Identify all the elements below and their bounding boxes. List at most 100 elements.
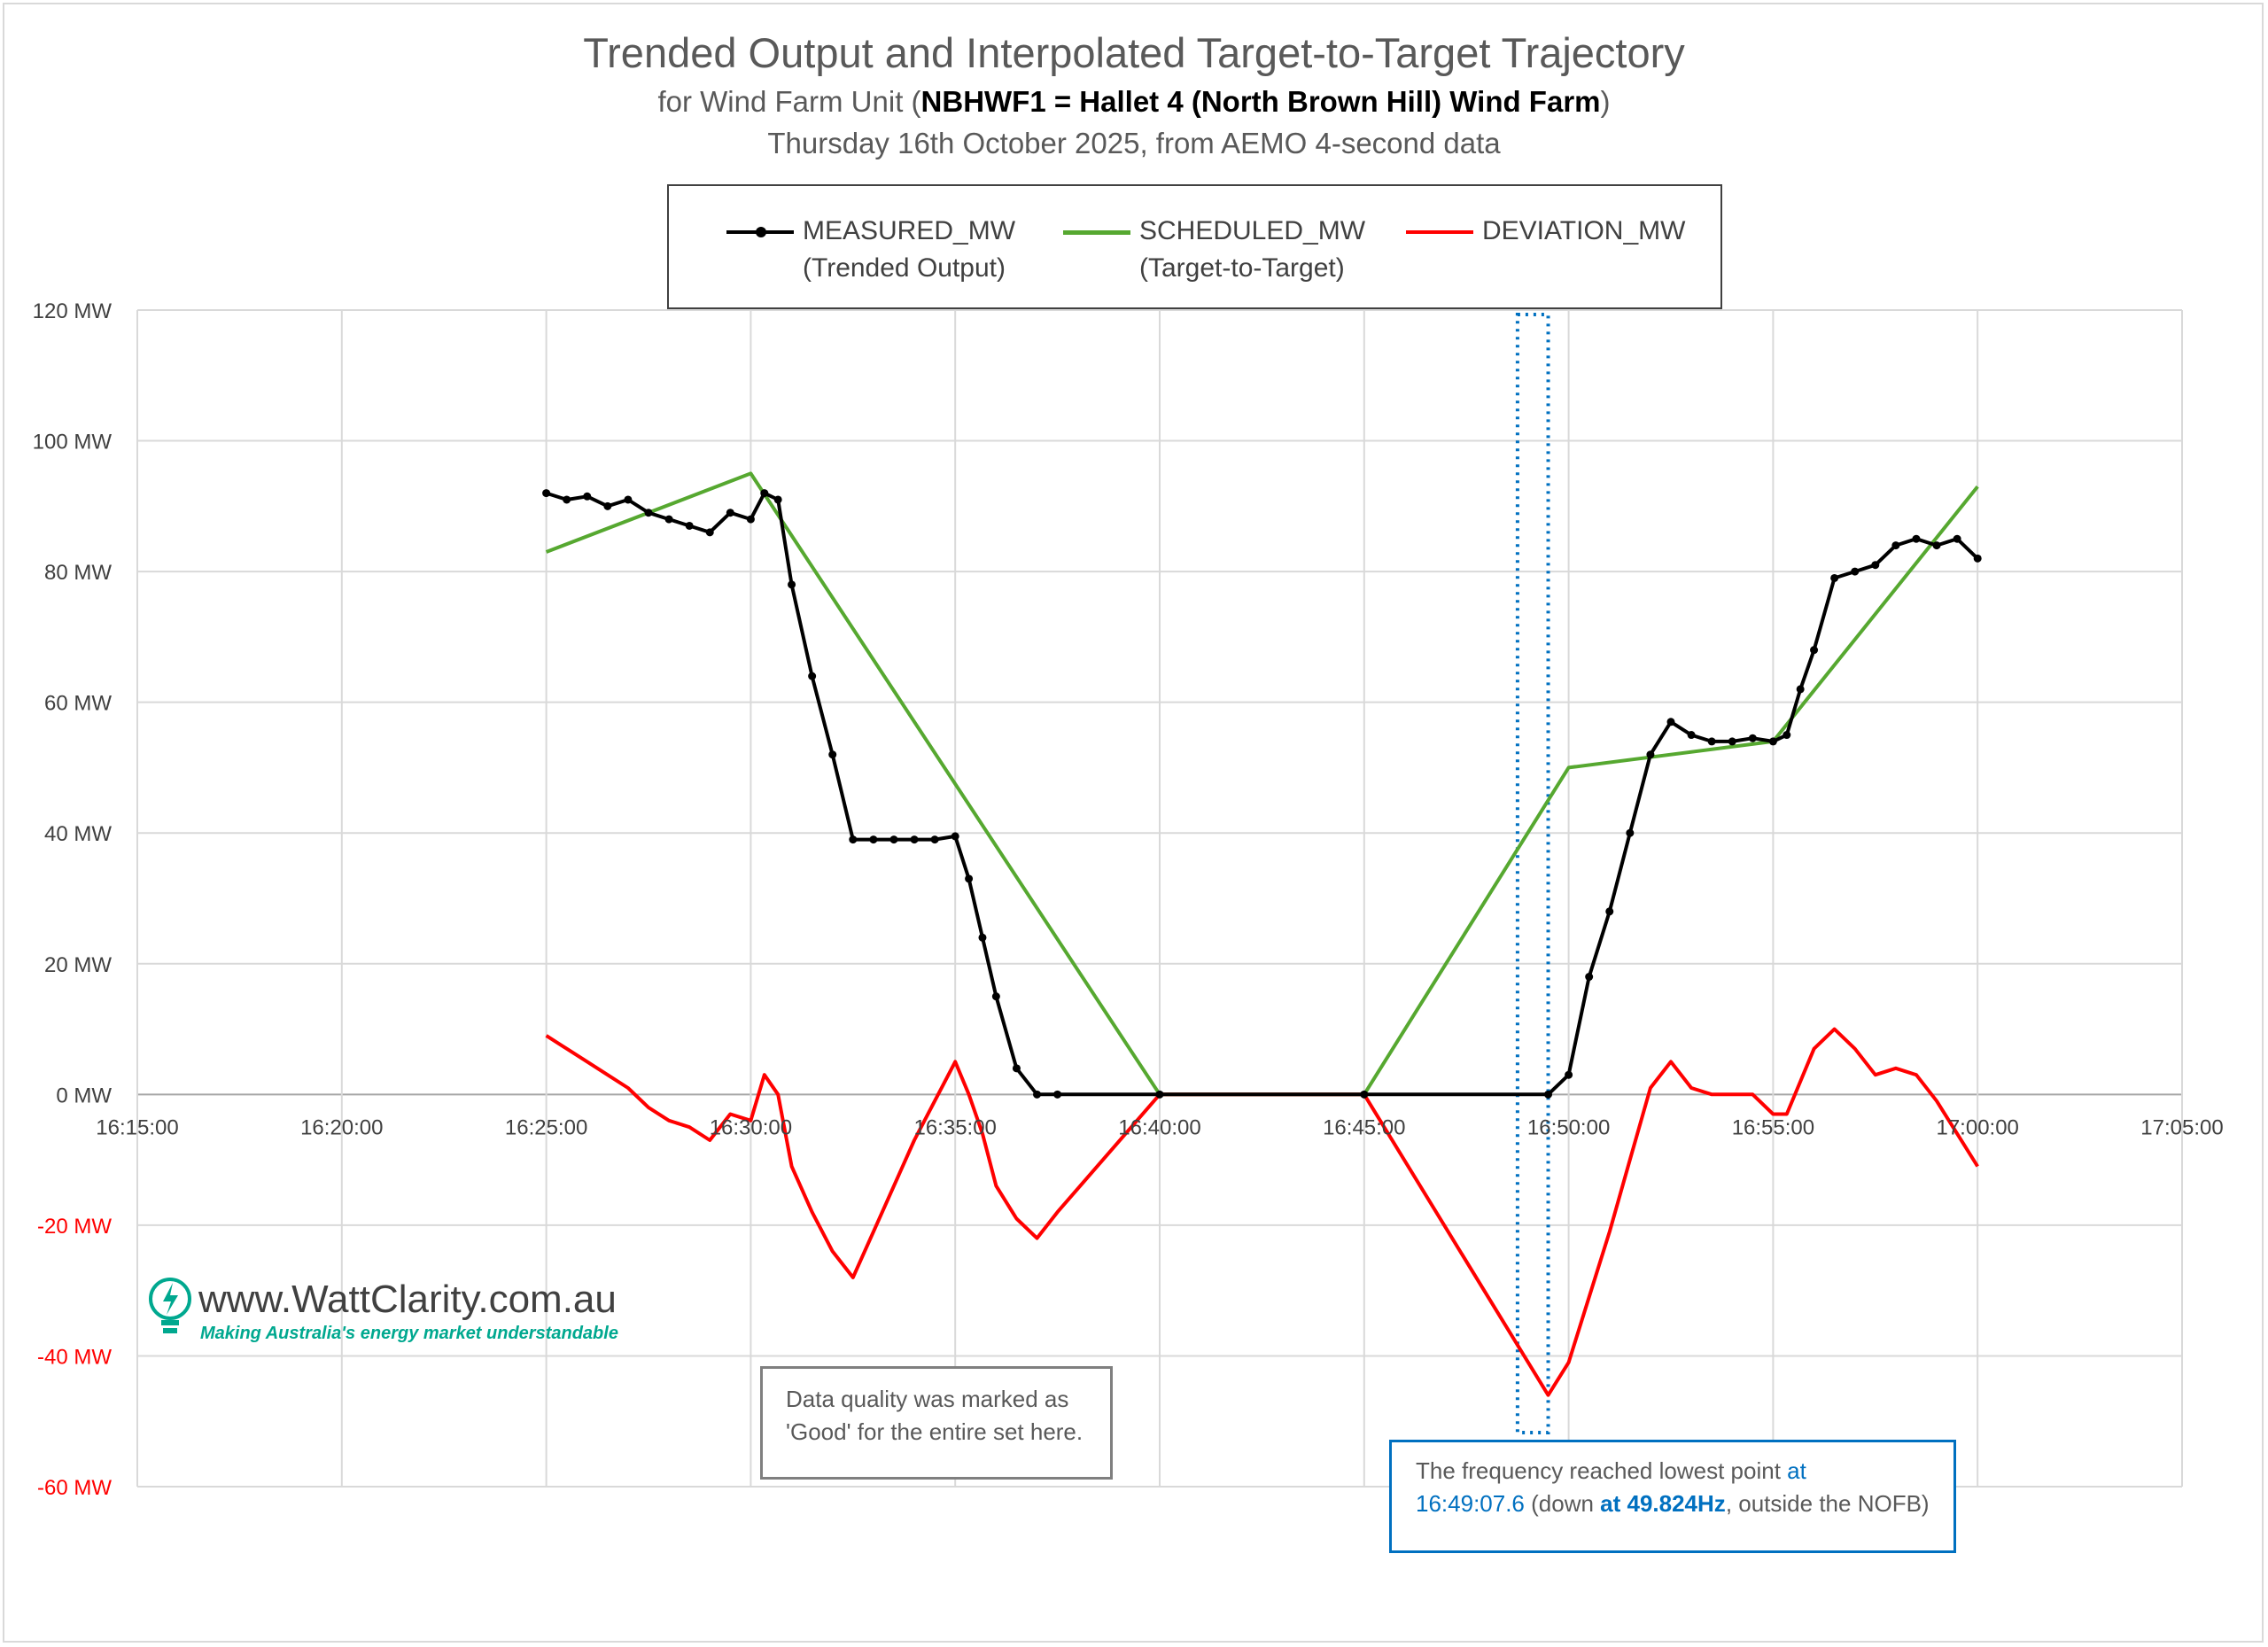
y-tick-label: 0 MW (56, 1084, 112, 1107)
data-point-measured-mw (583, 492, 592, 501)
data-point-measured-mw (1012, 1064, 1021, 1073)
data-point-measured-mw (1544, 1090, 1553, 1099)
chart-legend: MEASURED_MW (Trended Output) SCHEDULED_M… (667, 184, 1722, 309)
data-point-measured-mw (1707, 737, 1716, 746)
data-point-measured-mw (1155, 1090, 1164, 1099)
data-point-measured-mw (1053, 1090, 1062, 1099)
x-tick-label: 17:00:00 (1936, 1115, 2018, 1139)
y-tick-label: -40 MW (37, 1345, 112, 1369)
x-tick-labels: 16:15:00 16:20:00 16:25:00 16:30:00 16:35:00… (96, 1115, 2223, 1139)
legend-item-measured: MEASURED_MW (Trended Output) (803, 213, 1015, 287)
data-point-measured-mw (788, 580, 796, 589)
data-point-measured-mw (1646, 750, 1655, 759)
data-point-measured-mw (705, 528, 714, 537)
logo-url[interactable]: www.WattClarity.com.au (198, 1278, 617, 1321)
y-tick-labels: 120 MW 100 MW 80 MW 60 MW 40 MW 20 MW 0 MW -20 … (33, 299, 113, 1500)
legend-label-scheduled: SCHEDULED_MW (1139, 216, 1366, 245)
series-lines (542, 471, 1982, 1397)
data-point-measured-mw (1666, 718, 1675, 726)
data-point-measured-mw (930, 835, 939, 844)
data-point-measured-mw (1810, 646, 1819, 655)
data-point-measured-mw (644, 509, 653, 517)
data-point-measured-mw (760, 489, 769, 498)
wattclarity-logo: www.WattClarity.com.au Making Australia'… (147, 1274, 618, 1348)
data-point-measured-mw (965, 874, 974, 883)
data-point-measured-mw (1830, 573, 1839, 582)
x-tick-label: 16:20:00 (300, 1115, 383, 1139)
data-point-measured-mw (1871, 561, 1880, 570)
x-tick-label: 16:45:00 (1323, 1115, 1405, 1139)
legend-swatch-scheduled (1063, 230, 1130, 235)
grid-lines (136, 309, 2183, 1488)
data-point-measured-mw (1033, 1090, 1042, 1099)
y-tick-label: 100 MW (33, 431, 113, 454)
legend-swatch-deviation (1406, 230, 1473, 234)
x-tick-label: 16:55:00 (1732, 1115, 1814, 1139)
data-point-measured-mw (1626, 828, 1635, 837)
data-point-measured-mw (951, 832, 959, 841)
x-tick-label: 16:30:00 (710, 1115, 792, 1139)
data-point-measured-mw (773, 495, 782, 504)
data-point-measured-mw (1565, 1070, 1573, 1079)
chart-subtitle-date: Thursday 16th October 2025, from AEMO 4-… (767, 127, 1501, 159)
data-point-measured-mw (1728, 737, 1736, 746)
series-line-measured-mw (545, 491, 1979, 1097)
data-point-measured-mw (624, 495, 633, 504)
legend-label-deviation: DEVIATION_MW (1482, 216, 1686, 245)
data-point-measured-mw (889, 835, 898, 844)
data-point-measured-mw (1891, 541, 1900, 550)
freq-text-2: at (1787, 1457, 1806, 1484)
x-tick-label: 16:40:00 (1118, 1115, 1200, 1139)
data-point-measured-mw (563, 495, 571, 504)
legend-sublabel-scheduled: (Target-to-Target) (1139, 253, 1345, 283)
subtitle-prefix: for Wind Farm Unit ( (657, 85, 921, 118)
data-point-measured-mw (991, 992, 1000, 1001)
freq-time: 16:49:07.6 (1416, 1490, 1525, 1517)
data-point-measured-mw (726, 509, 734, 517)
data-point-measured-mw (542, 489, 551, 498)
data-point-measured-mw (1953, 534, 1961, 543)
data-point-measured-mw (1748, 734, 1757, 742)
legend-item-deviation: DEVIATION_MW (1482, 213, 1685, 250)
frequency-annotation: The frequency reached lowest point at 16:… (1389, 1440, 1956, 1553)
x-tick-label: 17:05:00 (2140, 1115, 2223, 1139)
freq-text-1: The frequency reached lowest point (1416, 1457, 1788, 1484)
x-tick-label: 16:25:00 (505, 1115, 587, 1139)
chart-subtitle: for Wind Farm Unit (NBHWF1 = Hallet 4 (N… (0, 85, 2268, 119)
data-point-measured-mw (849, 835, 858, 844)
series-line-scheduled-mw (545, 471, 1979, 1097)
data-point-measured-mw (910, 835, 919, 844)
data-point-measured-mw (1796, 685, 1805, 694)
data-point-measured-mw (685, 521, 694, 530)
data-point-measured-mw (1973, 554, 1982, 563)
data-point-measured-mw (1851, 567, 1860, 576)
x-tick-label: 16:35:00 (913, 1115, 996, 1139)
data-point-measured-mw (603, 501, 612, 510)
y-tick-label: 80 MW (44, 561, 112, 585)
highlight-band (1515, 313, 1550, 1434)
freq-value: at 49.824Hz (1600, 1490, 1726, 1517)
data-point-measured-mw (664, 515, 673, 524)
data-point-measured-mw (1585, 973, 1594, 982)
data-point-measured-mw (978, 933, 987, 942)
subtitle-unit-name: NBHWF1 = Hallet 4 (North Brown Hill) Win… (920, 85, 1601, 118)
data-point-measured-mw (1932, 541, 1941, 550)
data-quality-annotation: Data quality was marked as 'Good' for th… (760, 1366, 1113, 1480)
x-tick-label: 16:15:00 (96, 1115, 178, 1139)
data-point-measured-mw (869, 835, 878, 844)
legend-item-scheduled: SCHEDULED_MW (Target-to-Target) (1139, 213, 1365, 287)
data-point-measured-mw (828, 750, 837, 759)
lightbulb-bolt-icon (149, 1278, 191, 1333)
y-tick-label: 20 MW (44, 953, 112, 977)
y-tick-label: -20 MW (37, 1215, 112, 1239)
legend-marker-measured (756, 227, 766, 237)
y-tick-label: -60 MW (37, 1476, 112, 1500)
highlight-band-rect (1515, 313, 1550, 1434)
y-tick-label: 120 MW (33, 299, 113, 323)
data-point-measured-mw (1687, 731, 1696, 740)
data-point-measured-mw (1605, 907, 1614, 916)
y-tick-label: 40 MW (44, 822, 112, 846)
data-point-measured-mw (1360, 1090, 1369, 1099)
legend-sublabel-measured: (Trended Output) (803, 253, 1006, 283)
